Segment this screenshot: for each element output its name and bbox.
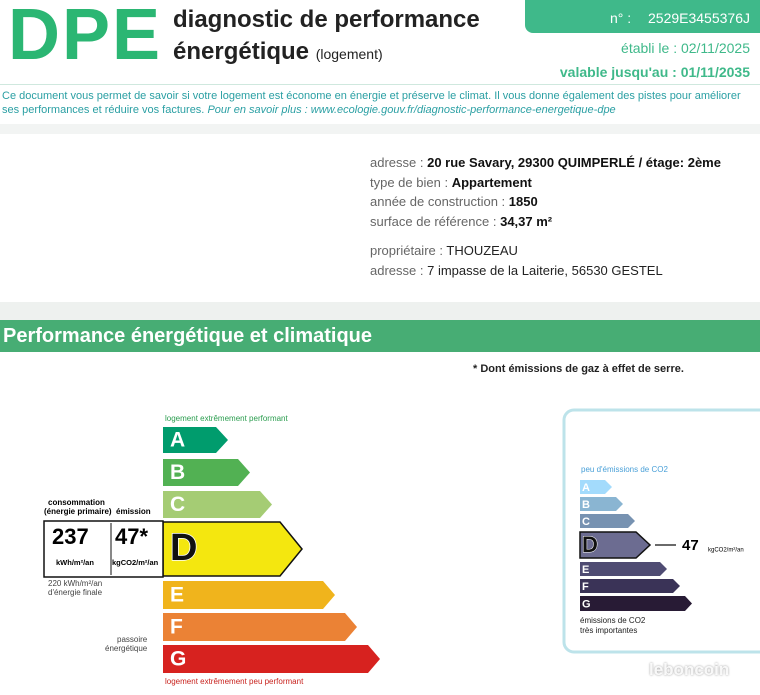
class-letter: E	[170, 584, 184, 607]
unit: kgCO2/m²/an	[708, 548, 744, 554]
scale-label: émissions de CO2	[580, 616, 646, 625]
label: émission	[116, 507, 151, 516]
class-letter: C	[170, 493, 185, 516]
co2-class	[580, 596, 692, 611]
class-letter: D	[170, 527, 197, 569]
band	[0, 302, 760, 320]
class-letter: A	[582, 482, 590, 494]
energy-class	[163, 491, 272, 518]
info-label: année de construction :	[370, 194, 506, 209]
info-value: 7 impasse de la Laiterie, 56530 GESTEL	[427, 262, 663, 278]
class-letter: G	[582, 598, 591, 610]
class-letter: B	[170, 461, 185, 484]
info-label: propriétaire :	[370, 243, 443, 258]
co2-class	[579, 531, 652, 559]
consumption: 237	[52, 524, 89, 549]
energy-class	[163, 645, 380, 673]
title: énergétique	[173, 38, 310, 65]
energy-class	[163, 427, 228, 453]
logo: DPE	[8, 0, 163, 75]
scale-label: logement extrêmement peu performant	[165, 677, 304, 686]
title: énergétique (logement)	[173, 38, 383, 66]
info-value: THOUZEAU	[446, 243, 518, 258]
scale-label: logement extrêmement performant	[165, 414, 289, 423]
section-bar: Performance énergétique et climatique	[0, 320, 760, 352]
info-row: propriétaire : THOUZEAU	[370, 241, 721, 261]
info-value: Appartement	[451, 174, 532, 190]
intro: Ce document vous permet de savoir si vot…	[2, 89, 747, 117]
info-value: 20 rue Savary, 29300 QUIMPERLÉ / étage: …	[427, 155, 721, 170]
class-letter: C	[582, 516, 590, 528]
note: * Dont émissions de gaz à effet de serre…	[473, 363, 684, 375]
section-title: Performance énergétique et climatique	[3, 325, 373, 347]
info-label: surface de référence :	[370, 213, 497, 229]
energy-class	[163, 459, 250, 486]
unit: kgCO2/m²/an	[112, 558, 159, 567]
watermark: leboncoin	[649, 660, 730, 679]
co2-class	[580, 514, 635, 528]
co2-class	[580, 497, 623, 511]
intro-link: Pour en savoir plus : www.ecologie.gouv.…	[207, 104, 616, 116]
passoire: passoire	[117, 635, 148, 644]
info-row: surface de référence : 34,37 m²	[370, 212, 721, 232]
number-box: n° : 2529E3455376J	[525, 0, 760, 33]
unit: kWh/m²/an	[56, 558, 94, 567]
co2-class	[580, 480, 612, 494]
class-letter: A	[170, 429, 185, 452]
valid-until: valable jusqu'au : 01/11/2035	[559, 64, 750, 80]
energy-class	[163, 613, 357, 641]
value-box	[43, 520, 164, 578]
info-row: adresse : 7 impasse de la Laiterie, 5653…	[370, 261, 721, 281]
info-label: type de bien :	[370, 174, 449, 190]
label: (énergie primaire)	[44, 507, 112, 516]
scale-label: peu d'émissions de CO2	[581, 465, 668, 474]
info-row: type de bien : Appartement	[370, 173, 721, 193]
info-value: 34,37 m²	[500, 213, 553, 229]
class-letter: E	[582, 564, 589, 576]
passoire: énergétique	[105, 644, 148, 653]
class-letter: F	[582, 581, 589, 593]
emission: 47*	[115, 524, 148, 549]
class-letter: F	[170, 616, 183, 639]
info-label: adresse :	[370, 155, 424, 170]
class-letter: D	[582, 532, 598, 557]
co2-class	[580, 579, 680, 593]
energy-class	[163, 581, 335, 609]
band	[0, 124, 760, 134]
separator	[0, 84, 760, 85]
intro-text: Ce document vous permet de savoir si vot…	[2, 90, 741, 116]
info-row: année de construction : 1850	[370, 192, 721, 212]
number: 2529E3455376J	[648, 10, 750, 26]
class-letter: G	[170, 648, 186, 671]
final-energy: d'énergie finale	[48, 588, 103, 597]
final-energy: 220 kWh/m²/an	[48, 579, 102, 588]
info-label: adresse :	[370, 262, 424, 278]
title: diagnostic de performance	[173, 6, 480, 33]
established: établi le : 02/11/2025	[621, 40, 750, 56]
info: adresse : 20 rue Savary, 29300 QUIMPERLÉ…	[370, 153, 721, 280]
co2-class	[580, 562, 667, 576]
scale-label: très importantes	[580, 626, 637, 635]
label: consommation	[48, 498, 105, 507]
subtitle: (logement)	[315, 46, 383, 62]
co2-value: 47	[682, 537, 699, 554]
info-value: 1850	[508, 194, 538, 209]
info-row: adresse : 20 rue Savary, 29300 QUIMPERLÉ…	[370, 153, 721, 173]
class-letter: B	[582, 499, 590, 511]
number-label: n° :	[610, 10, 632, 26]
